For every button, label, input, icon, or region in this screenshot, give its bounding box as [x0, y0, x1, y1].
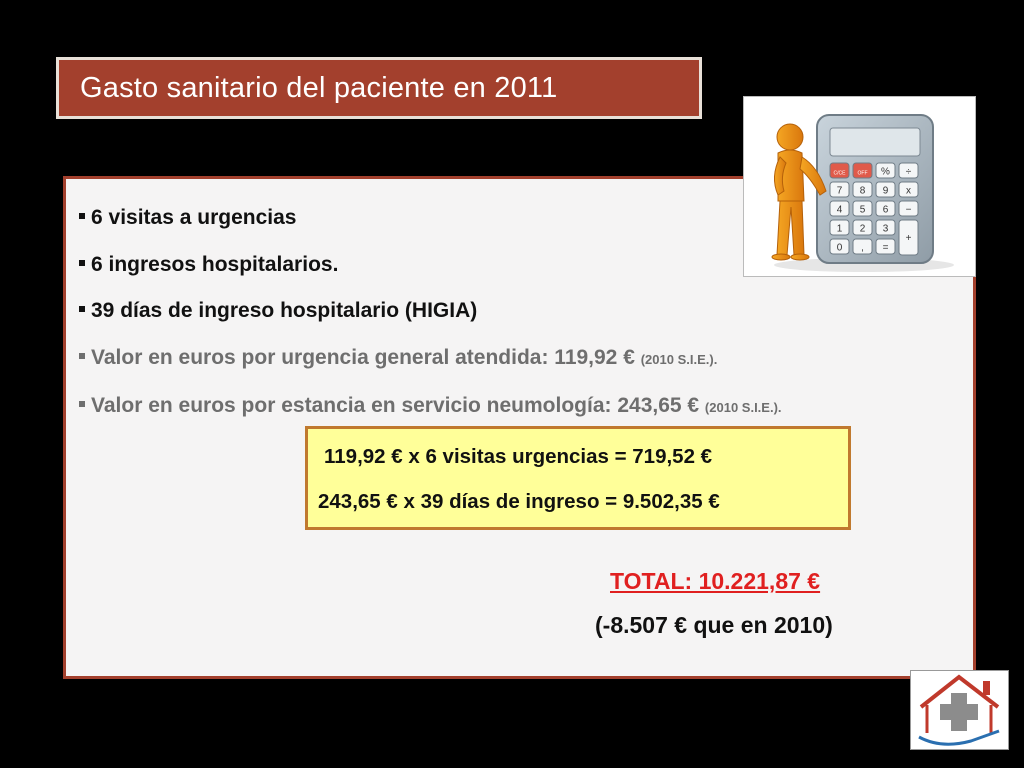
calculator-key-label: 4: [837, 205, 843, 216]
title-banner: Gasto sanitario del paciente en 2011: [56, 57, 702, 119]
bullet-item: Valor en euros por estancia en servicio …: [77, 383, 782, 432]
calculator-person-illustration: C/CE OFF% ÷ 7 8 9 x 4 5 6 − 1 2 3 +0, =: [743, 96, 976, 277]
bullet-marker-icon: [79, 259, 85, 266]
calculator-key-label: 6: [883, 205, 889, 216]
bullet-item: 6 ingresos hospitalarios.: [77, 242, 782, 289]
bullet-marker-icon: [79, 213, 85, 220]
calculator-icon: C/CE OFF% ÷ 7 8 9 x 4 5 6 − 1 2 3 +0, =: [771, 114, 954, 272]
calculator-key-label: 2: [860, 224, 866, 235]
calculator-key-label: 5: [860, 205, 866, 216]
calculator-key: [829, 219, 850, 236]
calculator-key-label: −: [906, 205, 912, 216]
calculator-key: [898, 200, 919, 217]
calculation-ingresos: 243,65 € x 39 días de ingreso = 9.502,35…: [318, 490, 720, 513]
calculator-key-label: +: [906, 233, 912, 244]
calculator-key-label: 1: [837, 224, 843, 235]
calculator-key-label: ,: [861, 243, 864, 254]
bullet-list: 6 visitas a urgencias 6 ingresos hospita…: [77, 195, 782, 432]
calculator-key-label: OFF: [858, 171, 868, 177]
calculator-key-label: 8: [860, 186, 866, 197]
bullet-item: 39 días de ingreso hospitalario (HIGIA): [77, 288, 782, 335]
calculator-key: [852, 200, 873, 217]
calculator-key: [898, 181, 919, 198]
hospital-house-icon: [918, 674, 1000, 746]
slide-title: Gasto sanitario del paciente en 2011: [80, 71, 558, 104]
calculator-key: [875, 200, 896, 217]
calculator-key: [852, 162, 873, 179]
calculator-key: [829, 200, 850, 217]
calculator-key: [852, 181, 873, 198]
bullet-item: Valor en euros por urgencia general aten…: [77, 335, 782, 384]
calculator-key-label: C/CE: [834, 171, 847, 177]
source-note: (2010 S.I.E.).: [704, 400, 782, 415]
calculator-key-label: ÷: [906, 167, 912, 178]
calculator-key: [829, 162, 850, 179]
bullet-marker-icon: [79, 352, 85, 359]
calculator-key: [875, 181, 896, 198]
calculator-key: [898, 219, 919, 256]
calculator-key-label: 7: [837, 186, 843, 197]
health-house-logo: [910, 670, 1009, 750]
calculator-key-label: 0: [837, 243, 843, 254]
difference-vs-2010: (-8.507 € que en 2010): [595, 612, 833, 638]
calculator-keys: C/CE OFF% ÷ 7 8 9 x 4 5 6 − 1 2 3 +0, =: [829, 162, 919, 256]
calculator-key-label: 3: [883, 224, 889, 235]
source-note: (2010 S.I.E.).: [640, 351, 718, 367]
calculator-key: [875, 219, 896, 236]
calculator-key-label: =: [883, 243, 889, 254]
calculation-urgencias: 119,92 € x 6 visitas urgencias = 719,52 …: [324, 445, 713, 468]
calculator-key: [875, 238, 896, 255]
calculator-key: [829, 238, 850, 255]
bullet-item: 6 visitas a urgencias: [77, 195, 782, 242]
bullet-marker-icon: [79, 401, 85, 408]
calculator-key: [898, 162, 919, 179]
calculator-key: [852, 238, 873, 255]
calculator-key: [829, 181, 850, 198]
bullet-marker-icon: [79, 306, 85, 313]
calculator-key-label: %: [881, 167, 890, 178]
calculator-key-label: x: [906, 186, 911, 197]
calculation-box: 119,92 € x 6 visitas urgencias = 719,52 …: [305, 426, 851, 530]
total-amount: TOTAL: 10.221,87 €: [610, 568, 821, 594]
calculator-key: [852, 219, 873, 236]
calculator-key: [875, 162, 896, 179]
calculator-key-label: 9: [883, 186, 889, 197]
